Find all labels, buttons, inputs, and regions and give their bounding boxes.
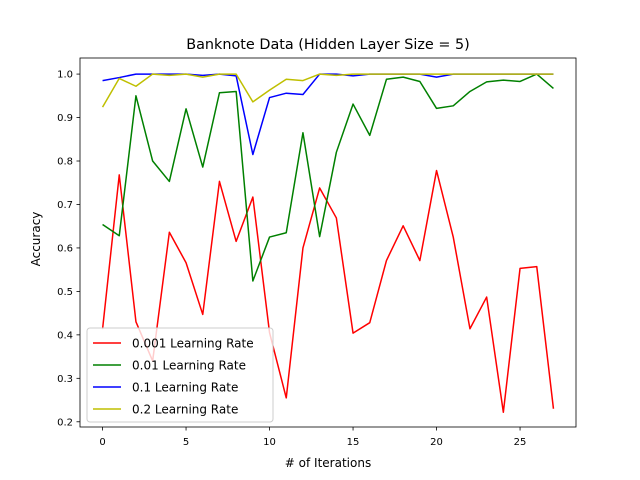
y-tick-label: 0.5 <box>57 287 73 298</box>
y-tick-label: 0.9 <box>57 113 73 124</box>
axes-frame <box>79 57 577 428</box>
series-line-0 <box>101 169 555 413</box>
y-axis-label: Accuracy <box>29 212 43 267</box>
x-tick-label: 0 <box>99 437 105 448</box>
y-tick-label: 0.6 <box>57 244 73 255</box>
y-tick-label: 1.0 <box>57 70 73 81</box>
series-line-1 <box>102 73 554 282</box>
legend-entry-1: 0.01 Learning Rate <box>132 359 246 373</box>
x-tick-label: 5 <box>183 437 189 448</box>
plot-area: 0 5 10 15 20 25 0.2 0.3 0.4 0.5 0.6 0.7 0.8 0.9 1.0 <box>57 57 577 448</box>
legend-entry-0: 0.001 Learning Rate <box>132 337 254 351</box>
chart-title: Banknote Data (Hidden Layer Size = 5) <box>186 37 470 53</box>
legend-entry-3: 0.2 Learning Rate <box>132 403 238 417</box>
x-tick-label: 20 <box>430 437 443 448</box>
y-tick-label: 0.3 <box>57 374 73 385</box>
series-line-3 <box>101 73 554 108</box>
legend-box <box>86 327 274 423</box>
x-axis-label: # of Iterations <box>285 456 371 470</box>
legend-entry-2: 0.1 Learning Rate <box>132 381 238 395</box>
y-tick-label: 0.8 <box>57 157 73 168</box>
legend: 0.001 Learning Rate 0.01 Learning Rate 0.1… <box>86 327 274 423</box>
y-tick-label: 0.4 <box>57 330 73 341</box>
x-tick-label: 15 <box>347 437 360 448</box>
y-tick-label: 0.2 <box>57 417 73 428</box>
x-tick-label: 10 <box>263 437 276 448</box>
x-tick-label: 25 <box>514 437 527 448</box>
y-tick-label: 0.7 <box>57 200 73 211</box>
